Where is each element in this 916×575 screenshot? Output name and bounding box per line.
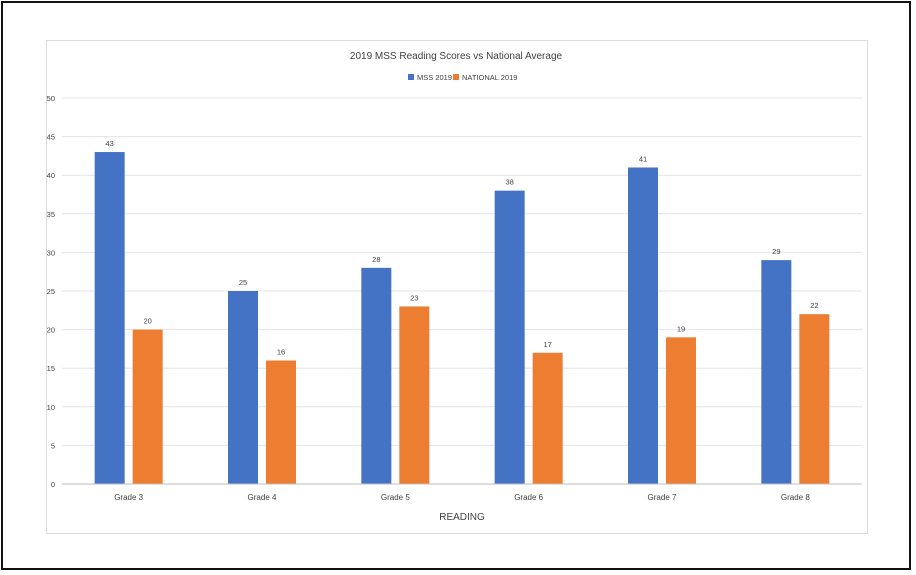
bar-national-2019-grade-5 [399,306,430,484]
legend-label-national-2019: NATIONAL 2019 [462,73,517,82]
y-tick-label-25: 25 [47,287,55,296]
bar-mss-2019-grade-5 [361,267,392,484]
bar-national-2019-grade-8 [799,314,830,484]
bar-mss-2019-grade-3 [94,152,125,485]
x-axis: Grade 3 Grade 4 Grade 5 Grade 6 Grade 7 Grade… [62,483,862,502]
data-label-mss-2019-grade-3: 43 [105,139,113,148]
x-tick-label-grade-8: Grade 8 [781,493,810,502]
legend-label-mss-2019: MSS 2019 [417,73,452,82]
bar-mss-2019-grade-4 [228,291,258,484]
data-label-mss-2019-grade-5: 28 [372,255,380,264]
legend-swatch-mss-2019 [408,74,414,80]
x-tick-label-grade-7: Grade 7 [648,493,677,502]
bar-national-2019-grade-7 [666,337,696,484]
y-tick-label-35: 35 [47,210,55,219]
y-tick-label-15: 15 [47,364,55,373]
bar-national-2019-grade-4 [266,360,296,484]
bar-national-2019-grade-3 [132,329,163,484]
y-tick-label-10: 10 [47,403,55,412]
y-axis: 0 5 10 15 20 25 30 35 40 45 50 [47,94,55,489]
data-label-national-2019-grade-3: 20 [143,317,151,326]
gridlines [62,97,862,446]
x-tick-label-grade-5: Grade 5 [381,493,410,502]
data-label-national-2019-grade-6: 17 [543,340,551,349]
chart-area [46,40,868,534]
data-label-mss-2019-grade-7: 41 [639,154,647,163]
y-tick-label-30: 30 [47,248,55,257]
legend: MSS 2019 NATIONAL 2019 [408,73,517,82]
data-label-mss-2019-grade-8: 29 [772,247,780,256]
x-axis-title: READING [439,512,485,523]
legend-swatch-national-2019 [453,74,459,80]
y-tick-label-45: 45 [47,133,55,142]
data-label-mss-2019-grade-4: 25 [239,278,247,287]
data-label-national-2019-grade-7: 19 [677,324,685,333]
bar-mss-2019-grade-6 [494,190,525,484]
bar-mss-2019-grade-7 [628,167,658,485]
x-tick-label-grade-3: Grade 3 [114,493,143,502]
x-tick-label-grade-6: Grade 6 [514,493,543,502]
y-tick-label-0: 0 [51,480,55,489]
bar-national-2019-grade-6 [532,352,563,484]
bars: 43 20 25 16 28 23 38 17 41 19 29 22 [94,139,830,485]
data-label-national-2019-grade-8: 22 [810,301,818,310]
data-label-national-2019-grade-5: 23 [410,293,418,302]
y-tick-label-5: 5 [51,441,55,450]
y-tick-label-50: 50 [47,94,55,103]
data-label-national-2019-grade-4: 16 [277,347,285,356]
bar-mss-2019-grade-8 [761,260,792,484]
chart-title: 2019 MSS Reading Scores vs National Aver… [350,51,563,62]
data-label-mss-2019-grade-6: 38 [505,178,513,187]
x-tick-label-grade-4: Grade 4 [248,493,277,502]
y-tick-label-20: 20 [47,326,55,335]
y-tick-label-40: 40 [47,171,55,180]
